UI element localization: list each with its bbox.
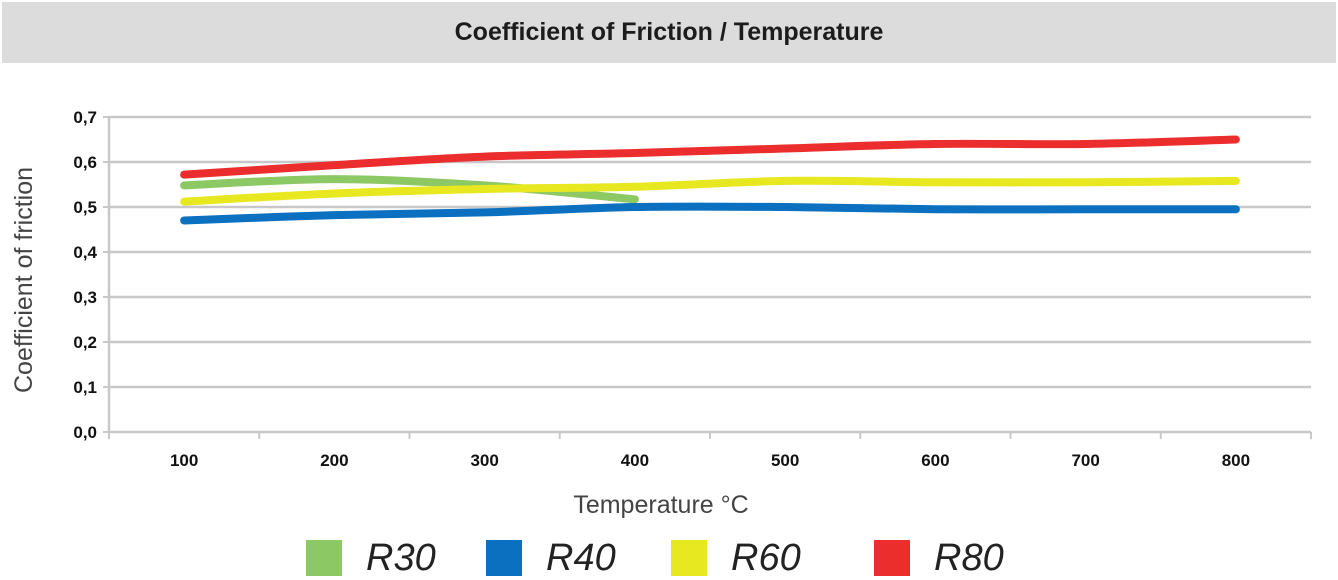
series-line-r40	[180, 202, 1240, 225]
series-line-r30	[180, 175, 639, 204]
legend-item-r60: R60	[671, 536, 801, 580]
x-tick-label: 400	[621, 451, 649, 470]
legend-label: R80	[934, 537, 1004, 579]
y-tick-label: 0,2	[73, 333, 97, 352]
y-tick-label: 0,6	[73, 153, 97, 172]
axis-layer	[103, 116, 1312, 439]
chart-plot: 0,0 0,1 0,2 0,3 0,4 0,5 0,6 0,7 100 200 300 400 500 6…	[10, 108, 1312, 519]
series-line-r80	[180, 135, 1240, 179]
legend-item-r30: R30	[306, 536, 436, 580]
x-tick-label: 700	[1071, 451, 1099, 470]
x-tick-label: 800	[1222, 451, 1250, 470]
y-axis-title: Coefficient of friction	[10, 167, 38, 393]
legend-swatch	[874, 540, 910, 576]
y-tick-label: 0,4	[73, 243, 97, 262]
chart-legend: R30 R40 R60 R80	[0, 536, 1338, 580]
x-tick-label: 100	[170, 451, 198, 470]
x-axis-title: Temperature °C	[573, 491, 748, 519]
chart-title: Coefficient of Friction / Temperature	[454, 18, 884, 46]
legend-swatch	[306, 540, 342, 576]
legend-item-r40: R40	[486, 536, 616, 580]
series-line-r60	[180, 176, 1240, 206]
legend-label: R60	[731, 537, 801, 579]
x-tick-label: 500	[771, 451, 799, 470]
y-tick-label: 0,0	[73, 423, 97, 442]
x-tick-label: 200	[320, 451, 348, 470]
legend-label: R30	[366, 537, 436, 579]
label-layer: 0,0 0,1 0,2 0,3 0,4 0,5 0,6 0,7 100 200 300 400 500 6…	[10, 108, 1250, 519]
y-tick-label: 0,5	[73, 198, 97, 217]
legend-label: R40	[546, 537, 616, 579]
chart-title-bar: Coefficient of Friction / Temperature	[2, 2, 1336, 63]
legend-item-r80: R80	[874, 536, 1004, 580]
legend-swatch	[486, 540, 522, 576]
series-layer	[180, 135, 1240, 225]
x-tick-label: 300	[470, 451, 498, 470]
y-tick-label: 0,7	[73, 108, 97, 127]
y-tick-label: 0,3	[73, 288, 97, 307]
legend-swatch	[671, 540, 707, 576]
x-tick-label: 600	[921, 451, 949, 470]
y-tick-label: 0,1	[73, 378, 97, 397]
grid-layer	[109, 115, 1311, 389]
